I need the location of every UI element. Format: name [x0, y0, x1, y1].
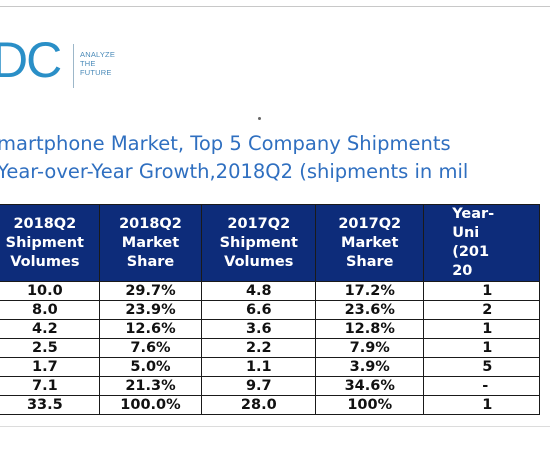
table-cell: 5.0% [98, 357, 203, 377]
table-row: 1.7 5.0% 1.1 3.9% 5 [0, 357, 540, 377]
table-cell: 3.6 [201, 319, 317, 339]
title-line-2: Year-over-Year Growth,2018Q2 (shipments … [0, 160, 469, 183]
table-cell: 3.9% [315, 357, 425, 377]
table-cell: 2.2 [201, 338, 317, 358]
header-2018q2-volumes: 2018Q2 Shipment Volumes [0, 204, 100, 282]
table-row: 2.5 7.6% 2.2 7.9% 1 [0, 338, 540, 358]
table-cell: 1.7 [0, 357, 100, 377]
table-cell: 7.9% [315, 338, 425, 358]
table-cell: 10.0 [0, 281, 100, 301]
table-row: 7.1 21.3% 9.7 34.6% - [0, 376, 540, 396]
table-row: 10.0 29.7% 4.8 17.2% 1 [0, 281, 540, 301]
logo-letters: DC [0, 32, 62, 88]
title-line-1: martphone Market, Top 5 Company Shipment… [0, 132, 451, 155]
table-header-row: 2018Q2 Shipment Volumes 2018Q2 Market Share … [0, 204, 540, 282]
logo-tagline: ANALYZE THE FUTURE [80, 50, 140, 77]
table-row: 8.0 23.9% 6.6 23.6% 2 [0, 300, 540, 320]
table-cell: 23.9% [98, 300, 203, 320]
table-cell: 9.7 [201, 376, 317, 396]
table-cell: 100% [315, 395, 425, 415]
header-yoy-growth: Year- Uni (201 20 [423, 204, 540, 282]
shipments-table: 2018Q2 Shipment Volumes 2018Q2 Market Share … [0, 204, 540, 415]
table-cell: 17.2% [315, 281, 425, 301]
top-divider [0, 6, 550, 7]
header-2018q2-share: 2018Q2 Market Share [98, 204, 203, 282]
table-cell: 7.1 [0, 376, 100, 396]
bottom-divider [0, 426, 550, 427]
table-cell: 100.0% [98, 395, 203, 415]
table-cell: 1 [423, 281, 540, 301]
table-cell: 21.3% [98, 376, 203, 396]
logo-divider [73, 44, 74, 88]
table-cell: 7.6% [98, 338, 203, 358]
table-cell: 33.5 [0, 395, 100, 415]
table-cell: 2.5 [0, 338, 100, 358]
table-cell: 12.6% [98, 319, 203, 339]
table-cell: 1 [423, 395, 540, 415]
stray-dot [258, 117, 261, 120]
table-cell: 4.8 [201, 281, 317, 301]
logo-tagline-line: THE [80, 59, 96, 68]
header-2017q2-volumes: 2017Q2 Shipment Volumes [201, 204, 317, 282]
table-cell: - [423, 376, 540, 396]
table-cell: 4.2 [0, 319, 100, 339]
table-cell: 28.0 [201, 395, 317, 415]
table-cell: 1.1 [201, 357, 317, 377]
table-cell: 34.6% [315, 376, 425, 396]
header-2017q2-share: 2017Q2 Market Share [315, 204, 425, 282]
table-row: 4.2 12.6% 3.6 12.8% 1 [0, 319, 540, 339]
table-cell: 6.6 [201, 300, 317, 320]
table-cell: 5 [423, 357, 540, 377]
logo-tagline-line: FUTURE [80, 68, 112, 77]
table-cell: 1 [423, 319, 540, 339]
table-cell: 29.7% [98, 281, 203, 301]
table-cell: 8.0 [0, 300, 100, 320]
table-cell: 12.8% [315, 319, 425, 339]
logo-tagline-line: ANALYZE [80, 50, 116, 59]
table-cell: 23.6% [315, 300, 425, 320]
table-row: 33.5 100.0% 28.0 100% 1 [0, 395, 540, 415]
table-cell: 2 [423, 300, 540, 320]
table-cell: 1 [423, 338, 540, 358]
page-title: martphone Market, Top 5 Company Shipment… [0, 130, 550, 186]
